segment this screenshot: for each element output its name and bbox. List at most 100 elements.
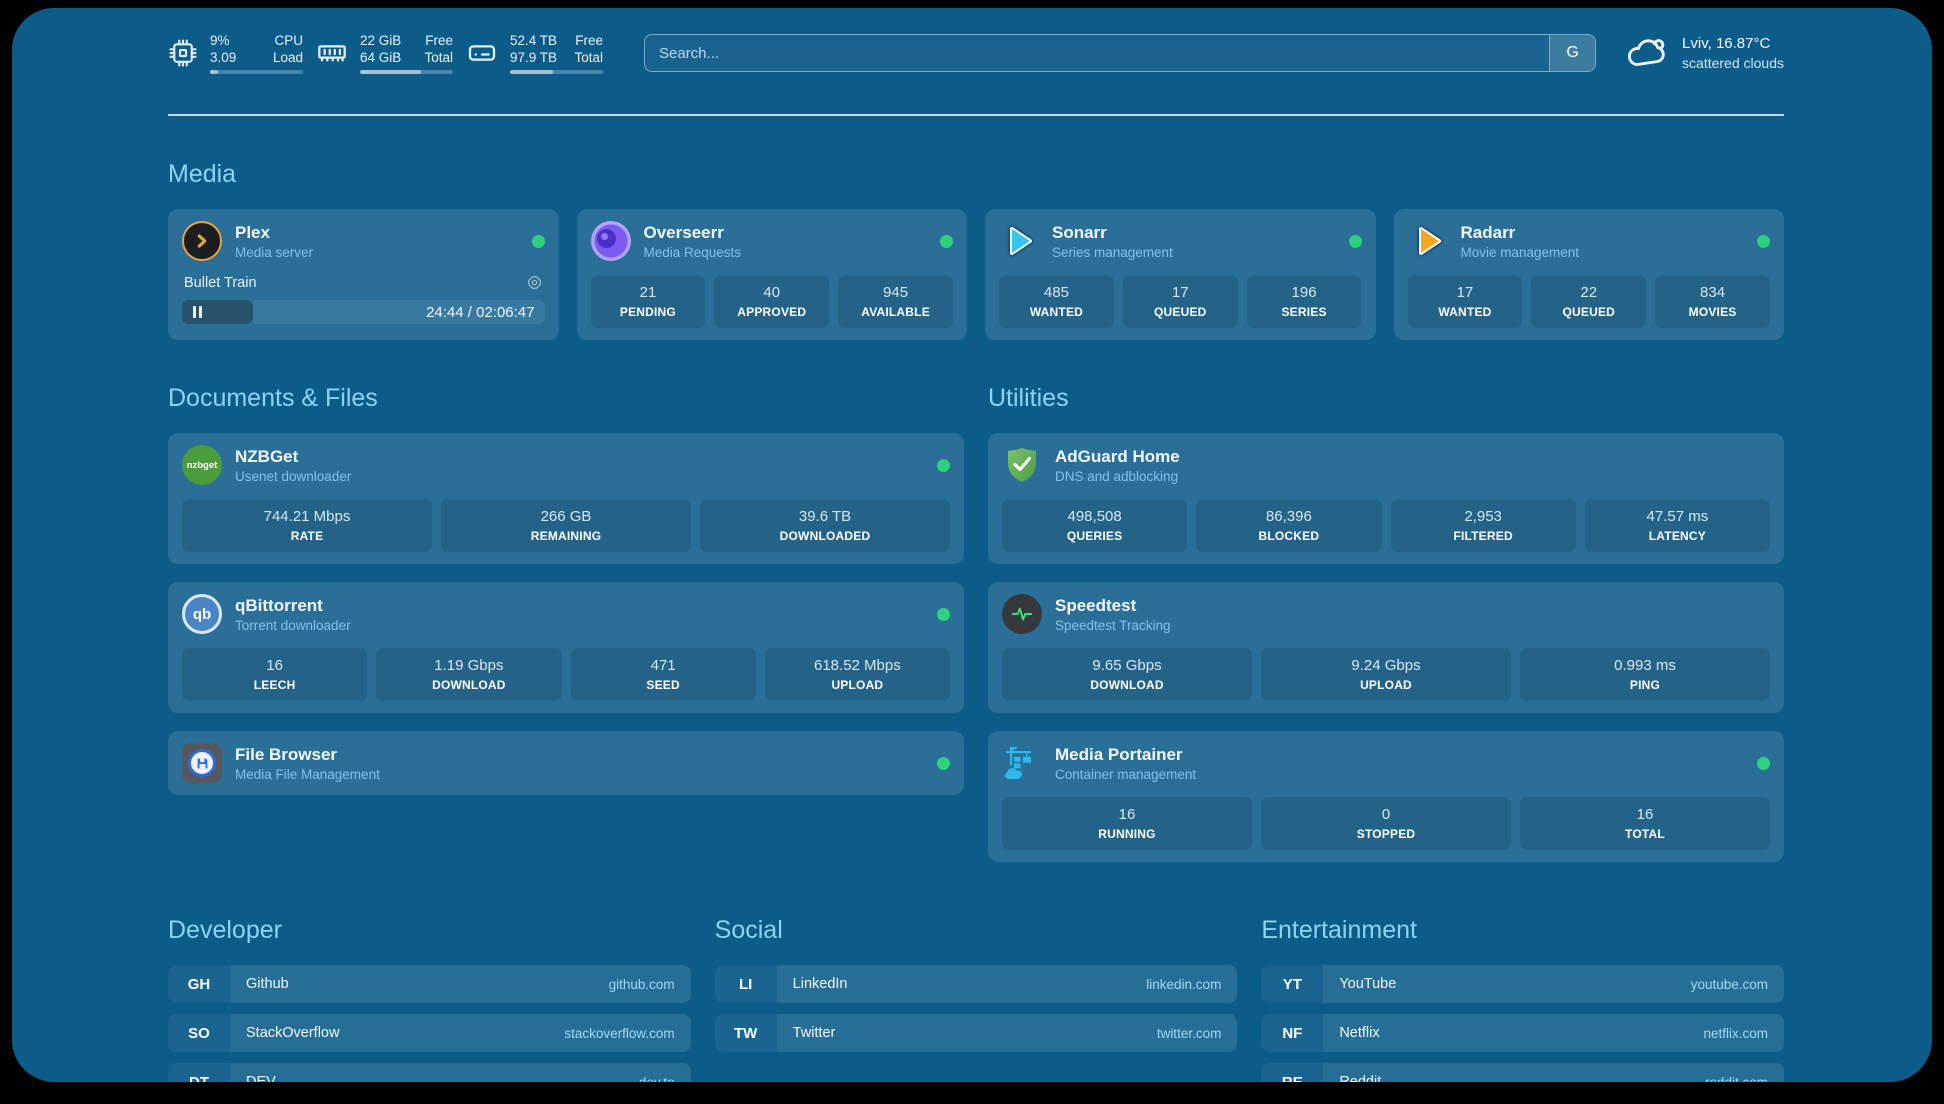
- card-sonarr[interactable]: Sonarr Series management 485 WANTED 17 QUE…: [985, 209, 1376, 340]
- filebrowser-name: File Browser: [235, 744, 338, 764]
- bookmark-name: Twitter: [792, 1025, 836, 1041]
- bookmark-abbr: RE: [1261, 1063, 1324, 1082]
- card-overseerr[interactable]: Overseerr Media Requests 21 PENDING 40 APP…: [576, 209, 967, 340]
- cpu-load-label: Load: [272, 50, 303, 65]
- pause-icon: [193, 306, 202, 318]
- card-plex[interactable]: Plex Media server Bullet Train 24:44 / 0…: [168, 209, 559, 340]
- section-title-media: Media: [168, 160, 237, 188]
- metric-storage: 52.4 TB Free 97.9 TB Total: [466, 32, 603, 74]
- section-title-social: Social: [714, 916, 783, 944]
- now-playing-settings-icon[interactable]: [526, 274, 543, 291]
- cpu-icon: [169, 39, 197, 67]
- bookmark-name: Github: [246, 976, 289, 992]
- speedtest-stat-download: 9.65 Gbps DOWNLOAD: [1002, 648, 1252, 701]
- bookmark-name: Reddit: [1339, 1074, 1382, 1082]
- metric-cpu: 9% CPU 3.09 Load: [168, 32, 303, 74]
- plex-playback-time: 24:44 / 02:06:47: [426, 303, 535, 321]
- overseerr-stat-approved: 40 APPROVED: [714, 275, 830, 328]
- storage-progress-track: [510, 70, 603, 74]
- storage-total-value: 97.9 TB: [510, 50, 558, 65]
- storage-free-value: 52.4 TB: [510, 33, 558, 48]
- search-provider-button[interactable]: G: [1549, 35, 1596, 71]
- card-speedtest[interactable]: Speedtest Speedtest Tracking 9.65 Gbps DO…: [988, 582, 1784, 713]
- memory-free-label: Free: [425, 33, 453, 48]
- card-adguard[interactable]: AdGuard Home DNS and adblocking 498,508 Q…: [988, 433, 1784, 564]
- bookmark-abbr: TW: [714, 1014, 777, 1052]
- bookmark-stackoverflow[interactable]: SO StackOverflow stackoverflow.com: [168, 1014, 691, 1052]
- bookmarks-grid: Developer GH Github github.com SO StackOv…: [168, 862, 1784, 1082]
- metric-memory: 22 GiB Free 64 GiB Total: [316, 32, 453, 74]
- radarr-stat-movies: 834 MOVIES: [1655, 275, 1770, 328]
- dashboard-panel: 9% CPU 3.09 Load 22 GiB Free 64 GiB Total: [12, 8, 1932, 1082]
- cpu-usage-value: 9%: [210, 33, 230, 48]
- card-filebrowser[interactable]: File Browser Media File Management: [168, 731, 964, 795]
- storage-progress-fill: [510, 70, 553, 74]
- speedtest-icon: [1002, 594, 1042, 634]
- card-portainer[interactable]: Media Portainer Container management 16 R…: [988, 731, 1784, 862]
- memory-icon: [318, 45, 346, 62]
- bookmark-url: twitter.com: [1156, 1025, 1222, 1041]
- adguard-stat-filtered: 2,953 FILTERED: [1390, 499, 1576, 552]
- section-title-developer: Developer: [168, 916, 282, 944]
- radarr-status-dot: [1757, 234, 1770, 248]
- bookmark-url: dev.to: [638, 1074, 675, 1083]
- bookmark-github[interactable]: GH Github github.com: [168, 965, 691, 1003]
- bookmark-group-developer: Developer GH Github github.com SO StackOv…: [168, 862, 691, 1082]
- plex-now-playing-title: Bullet Train: [184, 274, 257, 291]
- memory-progress-fill: [360, 70, 422, 74]
- bookmark-linkedin[interactable]: LI LinkedIn linkedin.com: [714, 965, 1238, 1003]
- bookmark-name: DEV: [246, 1074, 276, 1082]
- card-radarr[interactable]: Radarr Movie management 17 WANTED 22 QUEUE…: [1393, 209, 1784, 340]
- search-bar: G: [644, 34, 1597, 72]
- portainer-name: Media Portainer: [1055, 744, 1183, 764]
- card-nzbget[interactable]: nzbget NZBGet Usenet downloader 744.21 M…: [168, 433, 964, 564]
- adguard-stat-queries: 498,508 QUERIES: [1002, 499, 1188, 552]
- bookmark-twitter[interactable]: TW Twitter twitter.com: [714, 1014, 1238, 1052]
- overseerr-desc: Media Requests: [643, 244, 742, 260]
- media-grid: Plex Media server Bullet Train 24:44 / 0…: [168, 209, 1784, 340]
- disk-icon: [468, 45, 496, 61]
- bookmark-abbr: LI: [714, 965, 777, 1003]
- middle-grid: Documents & Files nzbget NZBGet Usenet d…: [168, 340, 1784, 862]
- bookmark-name: YouTube: [1339, 976, 1397, 992]
- cpu-usage-label: CPU: [274, 33, 303, 48]
- sonarr-name: Sonarr: [1052, 222, 1107, 242]
- portainer-stat-stopped: 0 STOPPED: [1261, 797, 1511, 850]
- sonarr-desc: Series management: [1052, 244, 1173, 260]
- bookmark-url: reddit.com: [1704, 1074, 1768, 1083]
- bookmark-netflix[interactable]: NF Netflix netflix.com: [1261, 1014, 1784, 1052]
- bookmark-dev[interactable]: DT DEV dev.to: [168, 1063, 691, 1082]
- bookmark-abbr: GH: [168, 965, 230, 1003]
- card-qbittorrent[interactable]: qb qBittorrent Torrent downloader 16 LEEC…: [168, 582, 964, 713]
- plex-status-dot: [531, 234, 545, 248]
- bookmark-reddit[interactable]: RE Reddit reddit.com: [1261, 1063, 1784, 1082]
- search-input[interactable]: [645, 44, 1550, 62]
- radarr-stat-queued: 22 QUEUED: [1531, 275, 1647, 328]
- bookmark-youtube[interactable]: YT YouTube youtube.com: [1261, 965, 1784, 1003]
- memory-progress-track: [360, 70, 453, 74]
- adguard-stat-blocked: 86,396 BLOCKED: [1196, 499, 1382, 552]
- plex-playback-bar: 24:44 / 02:06:47: [182, 300, 545, 324]
- filebrowser-icon: [182, 743, 222, 783]
- plex-icon: [182, 221, 222, 261]
- bookmark-name: LinkedIn: [792, 976, 848, 992]
- filebrowser-desc: Media File Management: [235, 766, 380, 782]
- portainer-desc: Container management: [1055, 766, 1197, 782]
- qbittorrent-stat-download: 1.19 Gbps DOWNLOAD: [376, 648, 562, 701]
- section-title-utilities: Utilities: [988, 384, 1069, 412]
- adguard-icon: [1002, 445, 1042, 485]
- bookmark-abbr: DT: [168, 1063, 230, 1082]
- sonarr-stat-series: 196 SERIES: [1246, 275, 1362, 328]
- weather-widget: Lviv, 16.87°C scattered clouds: [1624, 30, 1784, 76]
- plex-desc: Media server: [235, 244, 314, 260]
- adguard-desc: DNS and adblocking: [1055, 468, 1179, 484]
- bookmark-url: github.com: [608, 976, 675, 992]
- nzbget-name: NZBGet: [235, 446, 299, 466]
- sonarr-icon: [999, 221, 1039, 261]
- bookmark-group-entertainment: Entertainment YT YouTube youtube.com NF N…: [1261, 862, 1784, 1082]
- adguard-stat-latency: 47.57 ms LATENCY: [1584, 499, 1770, 552]
- bookmark-group-social: Social LI LinkedIn linkedin.com TW Twitte…: [714, 862, 1238, 1063]
- filebrowser-status-dot: [937, 756, 950, 770]
- storage-total-label: Total: [574, 50, 603, 65]
- top-bar: 9% CPU 3.09 Load 22 GiB Free 64 GiB Total: [168, 30, 1784, 76]
